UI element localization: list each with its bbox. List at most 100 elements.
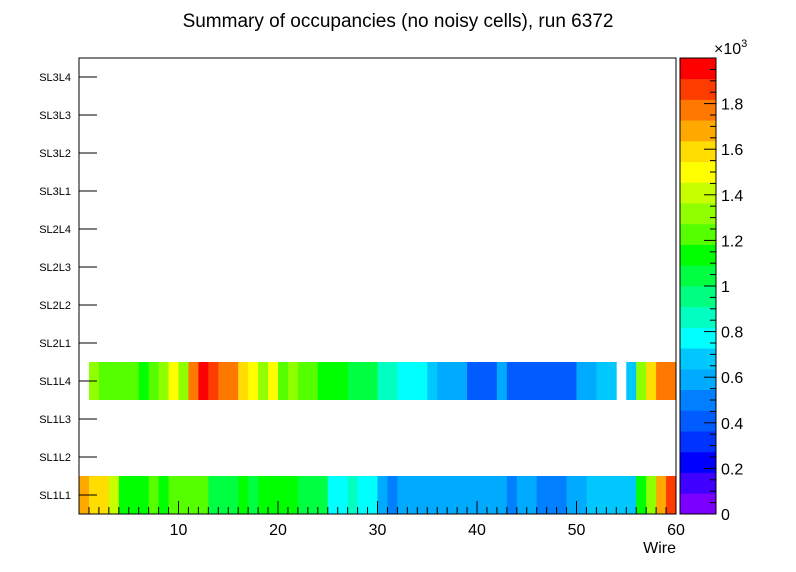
cell-sl1l1-wire-48 — [546, 476, 557, 514]
cell-sl1l1-wire-24 — [307, 476, 319, 514]
x-tick-label-30: 30 — [369, 522, 387, 539]
cell-sl1l1-wire-49 — [556, 476, 567, 514]
color-scale-segment-11 — [680, 265, 716, 287]
cell-sl1l4-wire-46 — [526, 362, 538, 400]
cell-sl1l1-wire-40 — [467, 476, 478, 514]
cell-sl1l1-wire-54 — [606, 476, 617, 514]
color-scale-segment-7 — [680, 348, 716, 370]
cell-sl1l4-wire-34 — [407, 362, 418, 400]
cell-sl1l4-wire-18 — [248, 362, 259, 400]
cell-sl1l1-wire-51 — [576, 476, 587, 514]
cell-sl1l1-wire-47 — [536, 476, 548, 514]
color-scale-segment-2 — [680, 451, 716, 473]
color-scale-segment-14 — [680, 203, 716, 225]
color-scale-segment-12 — [680, 244, 716, 266]
cell-sl1l1-wire-57 — [636, 476, 647, 514]
x-tick-label-40: 40 — [468, 522, 486, 539]
y-label-sl1l2: SL1L2 — [39, 452, 71, 464]
y-label-sl1l1: SL1L1 — [39, 490, 71, 502]
y-label-sl3l3: SL3L3 — [39, 110, 71, 122]
color-scale-segment-5 — [680, 389, 716, 411]
cell-sl1l4-wire-43 — [496, 362, 508, 400]
z-tick-label-1-6: 1.6 — [721, 142, 743, 159]
cell-sl1l4-wire-58 — [646, 362, 657, 400]
cell-sl1l1-wire-39 — [457, 476, 468, 514]
y-category-labels: SL1L1 SL1L2 SL1L3 SL1L4 SL2L1 SL2L2 SL2L… — [39, 72, 71, 502]
cell-sl1l1-wire-23 — [297, 476, 309, 514]
z-tick-label-0: 0 — [721, 507, 730, 524]
cell-sl1l4-wire-4 — [108, 362, 120, 400]
cell-sl1l1-wire-26 — [327, 476, 339, 514]
cell-sl1l4-wire-23 — [297, 362, 309, 400]
cell-sl1l4-wire-25 — [317, 362, 329, 400]
cell-sl1l4-wire-53 — [596, 362, 607, 400]
x-axis-ticks — [88, 501, 677, 514]
y-label-sl1l4: SL1L4 — [39, 376, 71, 388]
cell-sl1l1-wire-27 — [337, 476, 349, 514]
cell-sl1l4-wire-52 — [586, 362, 597, 400]
y-label-sl3l4: SL3L4 — [39, 72, 71, 84]
color-scale-bar — [680, 58, 716, 515]
z-tick-label-0-4: 0.4 — [721, 416, 743, 433]
color-scale-segment-10 — [680, 286, 716, 308]
z-tick-label-0-8: 0.8 — [721, 325, 743, 342]
cell-sl1l4-wire-51 — [576, 362, 587, 400]
cell-sl1l4-wire-48 — [546, 362, 557, 400]
cell-sl1l4-wire-24 — [307, 362, 319, 400]
cell-sl1l1-wire-37 — [437, 476, 448, 514]
y-label-sl3l2: SL3L2 — [39, 148, 71, 160]
color-scale-segment-13 — [680, 223, 716, 245]
color-scale-segment-3 — [680, 431, 716, 453]
cell-sl1l1-wire-5 — [118, 476, 130, 514]
cell-sl1l4-wire-50 — [566, 362, 577, 400]
x-tick-label-60: 60 — [667, 522, 685, 539]
color-scale-exponent: ×103 — [714, 38, 747, 58]
cell-sl1l1-wire-18 — [248, 476, 259, 514]
cell-sl1l1-wire-28 — [347, 476, 358, 514]
cell-sl1l4-wire-27 — [337, 362, 349, 400]
cell-sl1l1-wire-38 — [447, 476, 458, 514]
cell-sl1l4-wire-56 — [626, 362, 637, 400]
cell-sl1l1-wire-45 — [516, 476, 528, 514]
cell-sl1l1-wire-30 — [367, 476, 378, 514]
cell-sl1l1-wire-6 — [128, 476, 140, 514]
cell-sl1l4-wire-28 — [347, 362, 358, 400]
cell-sl1l4-wire-15 — [218, 362, 229, 400]
plot-area — [79, 58, 676, 514]
cell-sl1l4-wire-16 — [228, 362, 239, 400]
cell-sl1l4-wire-12 — [188, 362, 199, 400]
cell-sl1l4-wire-5 — [118, 362, 130, 400]
cell-sl1l1-wire-41 — [477, 476, 488, 514]
cell-sl1l1-wire-55 — [616, 476, 627, 514]
cell-sl1l4-wire-13 — [198, 362, 209, 400]
color-scale-segment-15 — [680, 182, 716, 204]
cell-sl1l4-wire-38 — [447, 362, 458, 400]
cell-sl1l1-wire-34 — [407, 476, 418, 514]
cell-sl1l1-wire-36 — [427, 476, 438, 514]
color-scale-segment-17 — [680, 140, 716, 163]
color-scale-segment-18 — [680, 120, 716, 142]
y-label-sl2l3: SL2L3 — [39, 262, 71, 274]
cell-sl1l4-wire-3 — [98, 362, 110, 400]
cell-sl1l1-wire-22 — [287, 476, 299, 514]
cell-sl1l4-wire-44 — [506, 362, 518, 400]
color-scale-segment-1 — [680, 472, 716, 494]
color-scale-segment-20 — [680, 78, 716, 100]
z-tick-label-1-2: 1.2 — [721, 233, 743, 250]
cell-sl1l1-wire-53 — [596, 476, 607, 514]
y-axis-ticks — [79, 76, 97, 496]
cell-sl1l4-wire-26 — [327, 362, 339, 400]
chart-title: Summary of occupancies (no noisy cells),… — [183, 11, 614, 32]
y-label-sl3l1: SL3L1 — [39, 186, 71, 198]
cell-sl1l1-wire-43 — [496, 476, 508, 514]
cell-sl1l4-wire-39 — [457, 362, 468, 400]
cell-sl1l4-wire-35 — [417, 362, 428, 400]
cell-sl1l4-wire-36 — [427, 362, 438, 400]
cell-sl1l1-wire-33 — [397, 476, 408, 514]
y-label-sl2l2: SL2L2 — [39, 300, 71, 312]
cell-sl1l1-wire-21 — [278, 476, 289, 514]
cell-sl1l4-wire-10 — [168, 362, 179, 400]
cell-sl1l1-wire-59 — [656, 476, 667, 514]
cell-sl1l4-wire-21 — [278, 362, 289, 400]
cell-sl1l1-wire-3 — [98, 476, 110, 514]
